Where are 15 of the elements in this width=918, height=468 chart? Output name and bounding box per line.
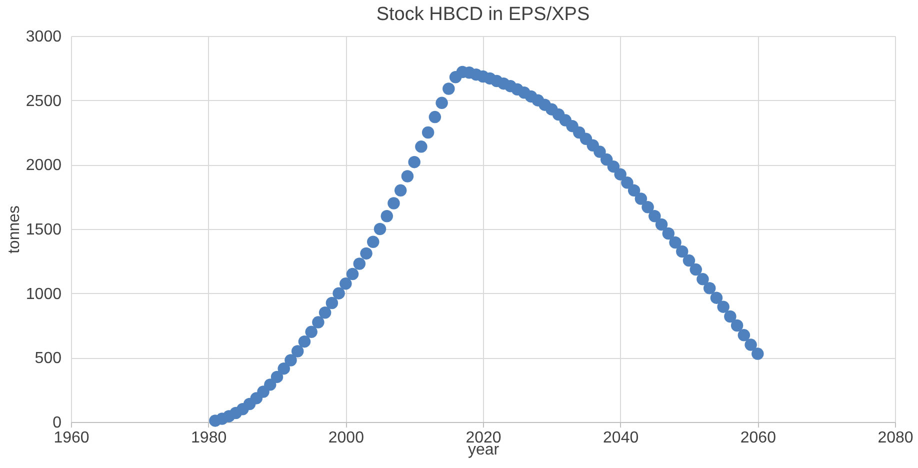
y-tick-label: 2500 — [26, 92, 62, 110]
x-tick-label: 1980 — [191, 430, 227, 446]
y-axis-title: tonnes — [6, 205, 23, 254]
chart-title: Stock HBCD in EPS/XPS — [376, 4, 590, 25]
x-tick-label: 2060 — [740, 430, 776, 446]
y-tick-label: 0 — [52, 414, 62, 432]
y-tick-label: 3000 — [26, 28, 62, 46]
x-tick-label: 2000 — [328, 430, 364, 446]
y-tick-label: 2000 — [26, 157, 62, 174]
y-tick-label: 1500 — [26, 222, 62, 238]
y-tick-label: 500 — [34, 350, 62, 368]
x-tick-label: 2080 — [878, 430, 914, 446]
x-tick-label: 2040 — [603, 430, 639, 446]
x-tick-label: 1960 — [54, 430, 90, 446]
y-tick-label: 1000 — [26, 286, 62, 303]
